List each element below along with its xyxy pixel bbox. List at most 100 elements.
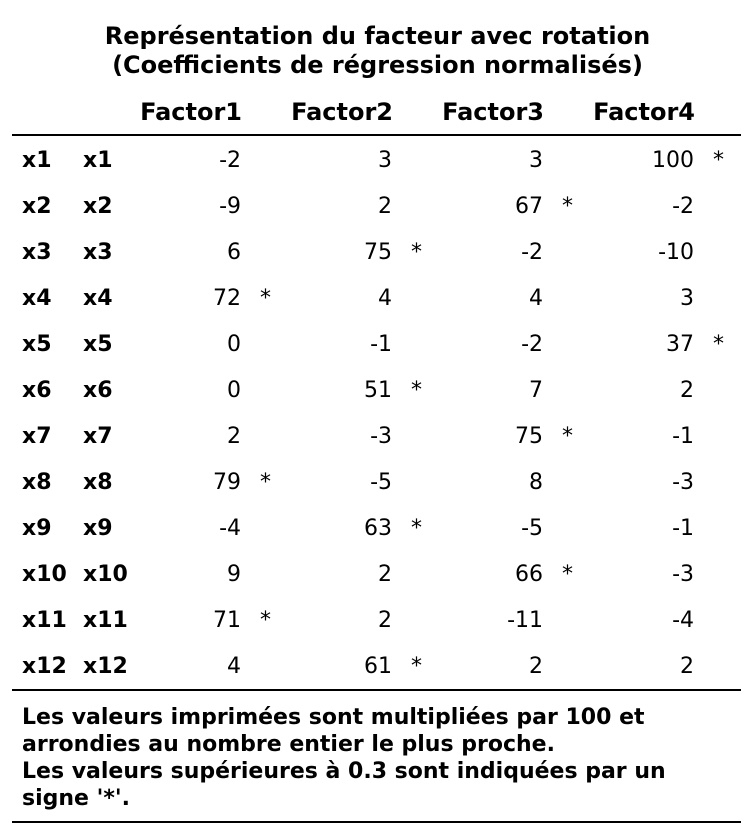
- significance-marker: [392, 275, 445, 321]
- header-factor3: Factor3: [442, 98, 544, 126]
- significance-marker: *: [411, 653, 422, 679]
- significance-marker: [694, 275, 747, 321]
- significance-marker: *: [260, 469, 271, 495]
- significance-marker: *: [562, 423, 573, 449]
- loading-value-factor2: 2: [378, 607, 392, 633]
- row-label-secondary: x2: [83, 193, 113, 219]
- loading-value-factor4: -3: [672, 561, 694, 587]
- significance-marker: [241, 321, 294, 367]
- note-line-4: signe '*'.: [22, 786, 130, 811]
- loading-value-factor1: -9: [219, 193, 241, 219]
- loading-value-factor3: 3: [529, 147, 543, 173]
- loadings-table: x1 x1 -2 3 3 100 * x2 x2 -9 2 67 * -2 x3 x3 6 75 * -2 -10 x4 x…: [0, 137, 747, 689]
- row-label-secondary: x12: [83, 653, 128, 679]
- row-label-secondary: x3: [83, 239, 113, 265]
- loading-value-factor1: 0: [227, 377, 241, 403]
- loading-value-factor3: -5: [521, 515, 543, 541]
- loading-value-factor4: 3: [680, 285, 694, 311]
- significance-marker: [241, 137, 294, 183]
- significance-marker: [392, 551, 445, 597]
- table-row: x5 x5 0 -1 -2 37 *: [0, 321, 747, 367]
- loading-value-factor3: 67: [515, 193, 543, 219]
- row-label-secondary: x8: [83, 469, 113, 495]
- loading-value-factor3: -2: [521, 331, 543, 357]
- significance-marker: [694, 459, 747, 505]
- row-label-primary: x9: [22, 515, 52, 541]
- table-row: x7 x7 2 -3 75 * -1: [0, 413, 747, 459]
- body-rule: [12, 689, 741, 691]
- note-line-3: Les valeurs supérieures à 0.3 sont indiq…: [22, 759, 666, 784]
- row-label-primary: x10: [22, 561, 67, 587]
- loading-value-factor1: 6: [227, 239, 241, 265]
- table-row: x2 x2 -9 2 67 * -2: [0, 183, 747, 229]
- row-label-primary: x3: [22, 239, 52, 265]
- loading-value-factor1: 9: [227, 561, 241, 587]
- note-line-1: Les valeurs imprimées sont multipliées p…: [22, 705, 645, 730]
- row-label-secondary: x5: [83, 331, 113, 357]
- loading-value-factor2: 3: [378, 147, 392, 173]
- loading-value-factor2: 61: [364, 653, 392, 679]
- significance-marker: [694, 505, 747, 551]
- significance-marker: *: [713, 331, 724, 357]
- table-row: x6 x6 0 51 * 7 2: [0, 367, 747, 413]
- significance-marker: *: [411, 377, 422, 403]
- significance-marker: [543, 275, 596, 321]
- loading-value-factor3: 4: [529, 285, 543, 311]
- loading-value-factor2: 4: [378, 285, 392, 311]
- loading-value-factor3: 75: [515, 423, 543, 449]
- significance-marker: [694, 551, 747, 597]
- row-label-primary: x6: [22, 377, 52, 403]
- significance-marker: [241, 367, 294, 413]
- row-label-primary: x4: [22, 285, 52, 311]
- table-row: x10 x10 9 2 66 * -3: [0, 551, 747, 597]
- significance-marker: [694, 643, 747, 689]
- header-factor2: Factor2: [291, 98, 393, 126]
- loading-value-factor2: 2: [378, 561, 392, 587]
- significance-marker: [543, 459, 596, 505]
- significance-marker: [392, 183, 445, 229]
- row-label-primary: x2: [22, 193, 52, 219]
- row-label-primary: x7: [22, 423, 52, 449]
- significance-marker: [241, 183, 294, 229]
- significance-marker: [694, 367, 747, 413]
- loading-value-factor4: -1: [672, 423, 694, 449]
- significance-marker: [392, 459, 445, 505]
- loading-value-factor1: 2: [227, 423, 241, 449]
- significance-marker: [694, 229, 747, 275]
- loading-value-factor1: 79: [213, 469, 241, 495]
- significance-marker: *: [260, 285, 271, 311]
- loading-value-factor2: -1: [370, 331, 392, 357]
- significance-marker: [241, 229, 294, 275]
- loading-value-factor1: -2: [219, 147, 241, 173]
- significance-marker: [241, 505, 294, 551]
- loading-value-factor3: -11: [507, 607, 543, 633]
- header-factor1: Factor1: [140, 98, 242, 126]
- significance-marker: [694, 183, 747, 229]
- loading-value-factor1: 0: [227, 331, 241, 357]
- row-label-primary: x5: [22, 331, 52, 357]
- loading-value-factor2: 63: [364, 515, 392, 541]
- table-row: x8 x8 79 * -5 8 -3: [0, 459, 747, 505]
- significance-marker: [543, 229, 596, 275]
- loading-value-factor4: 37: [666, 331, 694, 357]
- significance-marker: [241, 413, 294, 459]
- row-label-primary: x12: [22, 653, 67, 679]
- table-notes: Les valeurs imprimées sont multipliées p…: [22, 704, 742, 812]
- loading-value-factor4: -3: [672, 469, 694, 495]
- significance-marker: *: [562, 193, 573, 219]
- table-row: x12 x12 4 61 * 2 2: [0, 643, 747, 689]
- significance-marker: [241, 551, 294, 597]
- loading-value-factor1: 72: [213, 285, 241, 311]
- loading-value-factor2: 2: [378, 193, 392, 219]
- loading-value-factor2: -3: [370, 423, 392, 449]
- significance-marker: [543, 505, 596, 551]
- significance-marker: [392, 597, 445, 643]
- significance-marker: [392, 413, 445, 459]
- loading-value-factor4: 100: [652, 147, 694, 173]
- significance-marker: [543, 643, 596, 689]
- loading-value-factor3: -2: [521, 239, 543, 265]
- significance-marker: [392, 137, 445, 183]
- row-label-secondary: x11: [83, 607, 128, 633]
- loading-value-factor1: 71: [213, 607, 241, 633]
- table-row: x1 x1 -2 3 3 100 *: [0, 137, 747, 183]
